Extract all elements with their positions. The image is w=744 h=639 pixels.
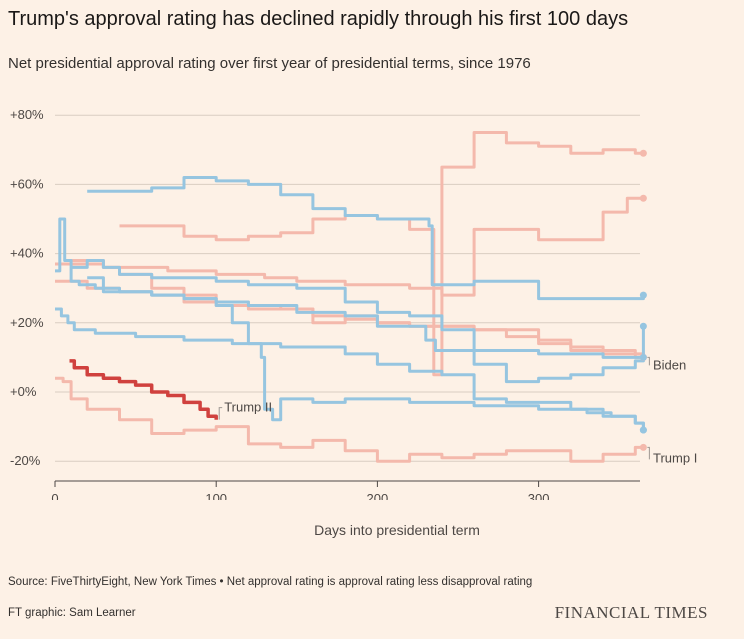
label-leader [647,446,650,460]
y-tick-label: -20% [10,453,41,468]
series-endpoint [639,353,647,361]
series-line [55,217,645,431]
y-tick-label: +40% [10,246,44,261]
x-axis-ticks: 0 100 200 300 [51,481,549,500]
source-note: Source: FiveThirtyEight, New York Times … [8,576,533,588]
series-endpoint [639,194,647,202]
series-endpoint [639,322,647,330]
series-endpoint [639,426,647,434]
x-tick-label: 200 [367,491,389,500]
chart-title: Trump's approval rating has declined rap… [8,8,629,30]
series-line [69,359,218,420]
series-lines [55,131,645,463]
x-tick-label: 0 [51,491,58,500]
series-line [87,176,645,301]
series-line [55,307,645,431]
series-label: Biden [653,357,686,372]
chart-subtitle: Net presidential approval rating over fi… [8,55,531,72]
chart-plot: -20% +0% +20% +40% +60% +80% Biden Trump I Trum… [10,107,697,500]
label-leader [647,356,650,366]
y-tick-label: +60% [10,176,44,191]
series-labels: Biden Trump I Trump II [218,356,697,465]
x-tick-label: 300 [528,491,550,500]
y-tick-label: +80% [10,107,44,122]
series-line [119,131,644,377]
label-leader [218,407,223,420]
series-label: Trump I [653,450,697,465]
series-line [87,276,644,359]
series-line [55,196,644,297]
y-tick-label: +0% [10,384,37,399]
series-line [71,259,645,384]
ft-logo: FINANCIAL TIMES [554,603,708,622]
series-line [55,376,644,463]
y-tick-label: +20% [10,315,44,330]
y-axis-ticks: -20% +0% +20% +40% +60% +80% [10,107,44,468]
series-endpoint [639,443,647,451]
series-endpoint [639,291,647,299]
x-axis-label: Days into presidential term [314,522,480,538]
series-endpoints [639,149,647,451]
series-endpoint [639,149,647,157]
x-tick-label: 100 [205,491,227,500]
graphic-credit: FT graphic: Sam Learner [8,607,136,619]
series-label: Trump II [224,400,272,415]
